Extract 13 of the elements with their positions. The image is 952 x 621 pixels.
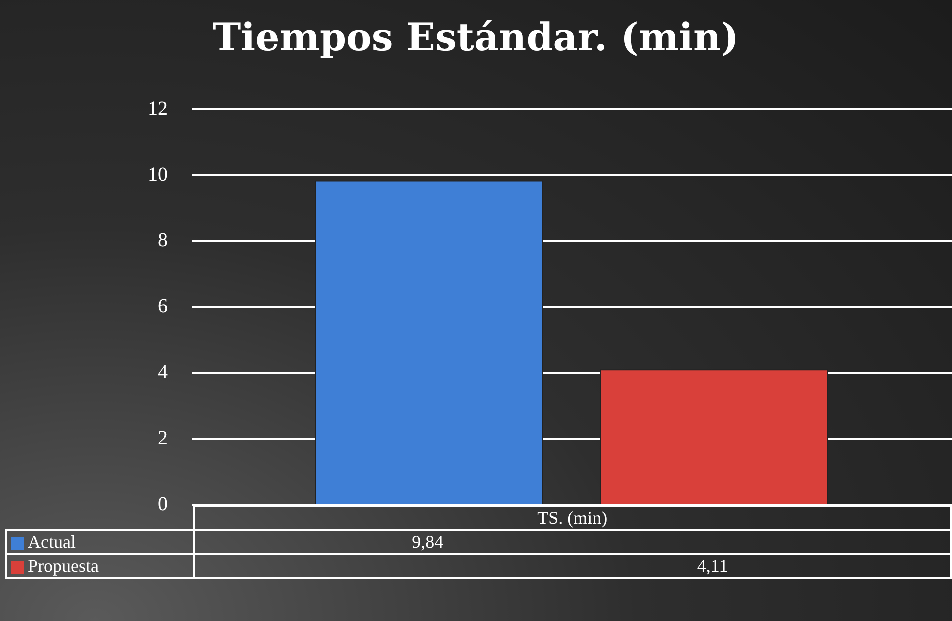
x-tick-label: TS. (min) — [194, 506, 951, 530]
chart-title: Tiempos Estándar. (min) — [212, 14, 740, 60]
y-tick-label: 2 — [158, 427, 168, 450]
y-tick-label: 10 — [148, 164, 168, 186]
y-tick-label: 6 — [158, 296, 168, 318]
legend-label: Actual — [6, 530, 194, 554]
y-tick-label: 8 — [158, 230, 168, 252]
y-tick-label: 0 — [158, 493, 168, 516]
data-label: 9,84 — [412, 532, 444, 552]
y-tick-label: 4 — [158, 361, 168, 384]
y-tick-label: 12 — [148, 98, 168, 120]
legend-label: Propuesta — [6, 554, 194, 578]
data-label: 4,11 — [697, 556, 728, 576]
